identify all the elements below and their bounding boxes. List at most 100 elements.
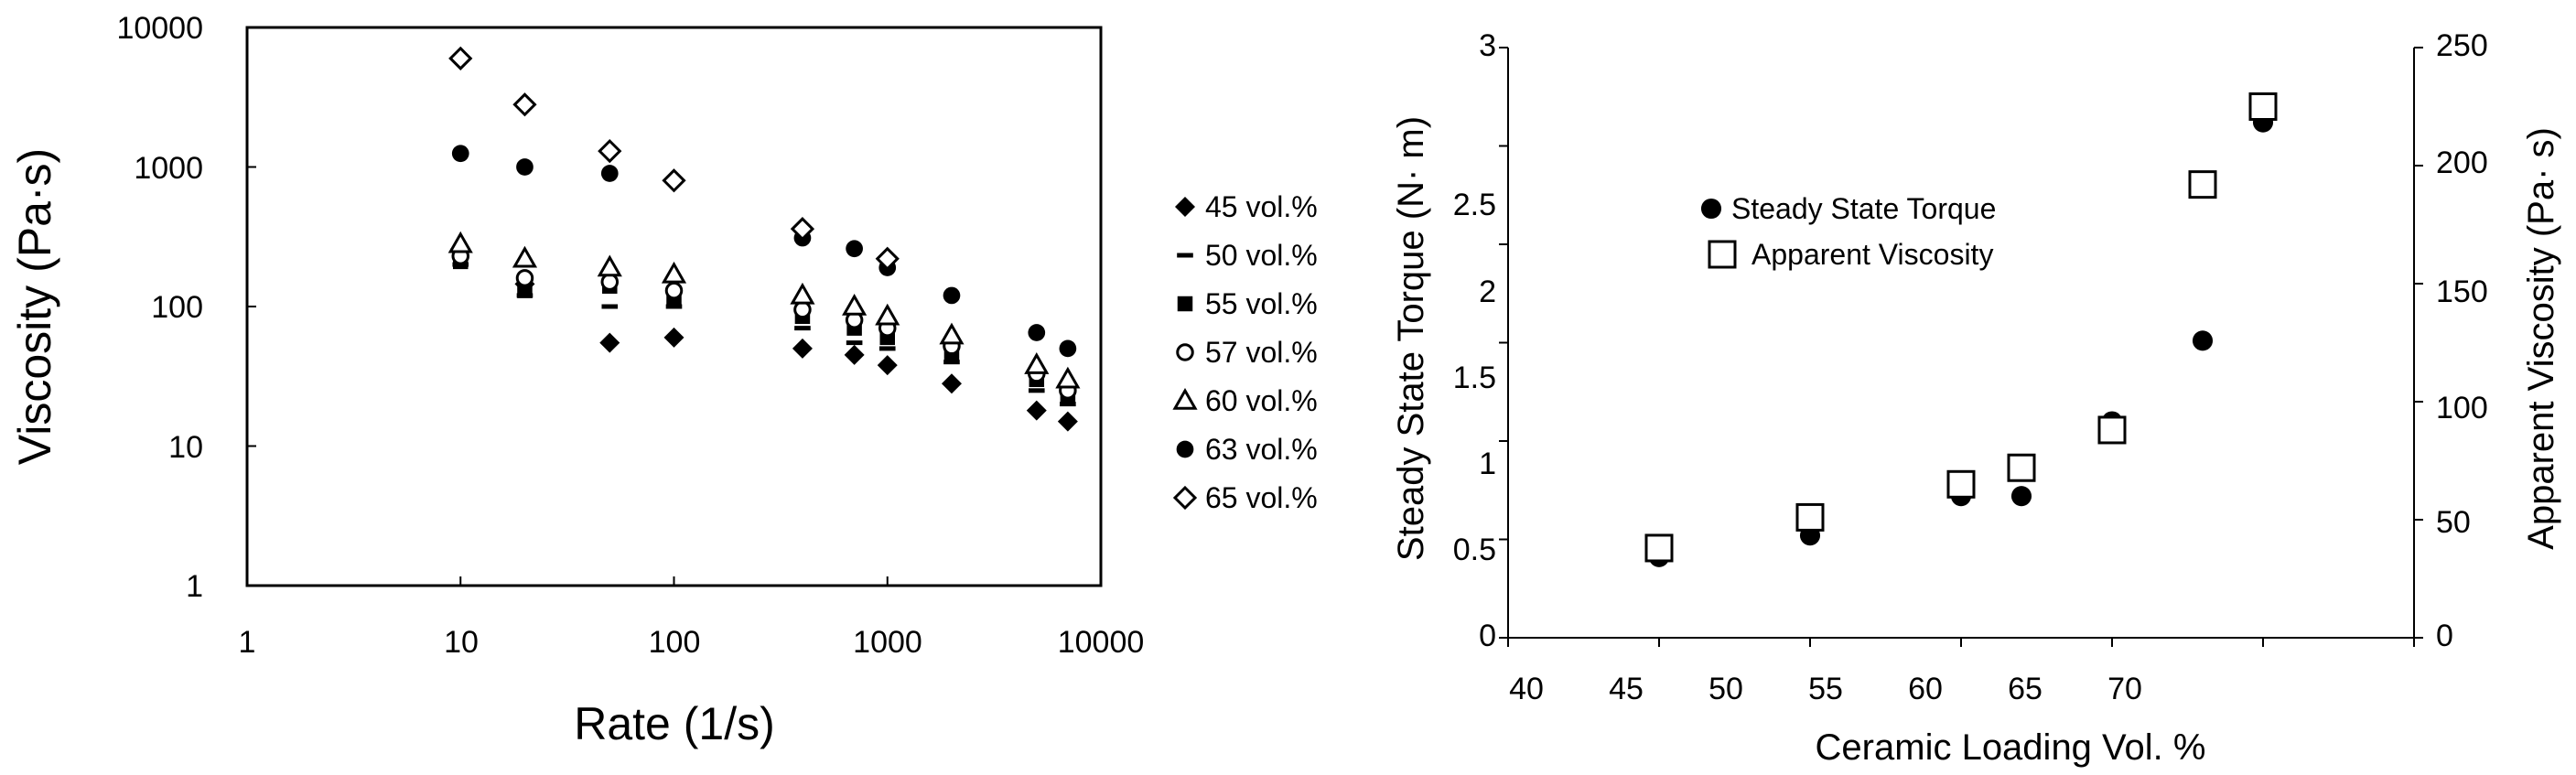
data-point	[2097, 415, 2127, 445]
data-point	[597, 254, 622, 277]
y-tick-label: 0.5	[1453, 533, 1496, 567]
data-point	[2192, 330, 2214, 351]
data-point	[842, 293, 868, 316]
legend-label: 63 vol.%	[1205, 433, 1318, 466]
data-point	[598, 139, 622, 164]
y-tick-label: 3	[1479, 28, 1496, 63]
x-tick-label: 1000	[853, 625, 922, 660]
y2-tick-label: 150	[2436, 274, 2488, 309]
viscosity-rate-chart: 10000 1000 100 10 1 1 10 100 1000 10000 …	[9, 11, 1318, 749]
data-point	[601, 304, 619, 309]
right-x-tick-labels: 40 45 50 55 60 65 70	[1509, 672, 2142, 706]
data-point	[1057, 411, 1078, 432]
legend-label: 57 vol.%	[1205, 336, 1318, 369]
data-point	[792, 338, 813, 359]
data-point	[1644, 533, 1674, 563]
data-point	[1055, 366, 1081, 389]
legend-label: 50 vol.%	[1205, 239, 1318, 272]
legend-marker	[1177, 253, 1193, 258]
right-left-y-axis-title: Steady State Torque (N· m)	[1391, 116, 1431, 561]
torque-viscosity-chart: 0 0.5 1 1.5 2 2.5 3 0 50 100 150 200 250…	[1391, 28, 2561, 768]
right-right-y-tick-labels: 0 50 100 150 200 250	[2436, 28, 2488, 653]
y2-tick-label: 200	[2436, 145, 2488, 180]
y-tick-label: 1000	[134, 151, 203, 186]
data-point	[846, 240, 863, 258]
left-y-axis-title: Viscosity (Pa·s)	[9, 148, 60, 465]
data-point	[943, 286, 961, 305]
legend-marker	[1177, 296, 1193, 312]
legend-marker	[1708, 240, 1737, 269]
data-point	[517, 283, 533, 298]
legend-marker	[1172, 387, 1198, 410]
data-point	[662, 168, 686, 193]
left-legend-markers	[1172, 197, 1198, 511]
y2-tick-label: 50	[2436, 505, 2471, 540]
legend-marker	[1176, 440, 1194, 458]
y2-tick-label: 0	[2436, 619, 2453, 653]
data-point	[664, 281, 684, 300]
data-point	[939, 322, 965, 345]
data-point	[665, 304, 683, 309]
x-tick-label: 10000	[1058, 625, 1145, 660]
data-point	[875, 246, 900, 271]
x-tick-label: 60	[1908, 672, 1943, 706]
legend-marker	[1700, 198, 1722, 220]
data-point	[1028, 388, 1045, 393]
legend-label: 55 vol.%	[1205, 287, 1318, 320]
x-tick-label: 45	[1609, 672, 1644, 706]
data-point	[512, 245, 538, 268]
data-point	[2188, 170, 2217, 199]
y-tick-label: 2	[1479, 274, 1496, 309]
right-plot-spines	[1507, 48, 2415, 639]
y-tick-label: 10	[168, 430, 203, 465]
y-tick-label: 0	[1479, 619, 1496, 653]
y-tick-label: 2.5	[1453, 188, 1496, 222]
data-point	[447, 231, 473, 253]
data-point	[448, 46, 473, 70]
data-point	[2010, 486, 2032, 507]
data-point	[2007, 453, 2036, 482]
y2-tick-label: 250	[2436, 28, 2488, 63]
left-y-tick-labels: 10000 1000 100 10 1	[116, 11, 203, 604]
right-right-y-axis-title: Apparent Viscosity (Pa· s)	[2521, 127, 2561, 550]
data-point	[844, 344, 865, 365]
right-axis-ticks	[1499, 47, 2423, 647]
data-point	[512, 92, 537, 117]
left-x-axis-title: Rate (1/s)	[574, 698, 775, 749]
legend-marker	[1175, 197, 1195, 217]
data-point	[794, 326, 811, 331]
legend-label: Steady State Torque	[1731, 192, 1996, 225]
x-tick-label: 10	[444, 625, 479, 660]
x-tick-label: 100	[649, 625, 701, 660]
data-point	[1028, 324, 1046, 341]
x-tick-label: 70	[2107, 672, 2142, 706]
data-point	[875, 303, 900, 326]
data-point	[1059, 339, 1077, 358]
data-point	[2248, 92, 2278, 121]
legend-label: 45 vol.%	[1205, 190, 1318, 223]
right-left-y-tick-labels: 0 0.5 1 1.5 2 2.5 3	[1453, 28, 1496, 653]
right-x-axis-title: Ceramic Loading Vol. %	[1816, 727, 2206, 768]
x-tick-label: 55	[1808, 672, 1843, 706]
data-point	[877, 355, 898, 376]
left-x-tick-labels: 1 10 100 1000 10000	[239, 625, 1145, 660]
data-point	[1795, 502, 1825, 532]
data-point	[878, 346, 896, 351]
x-tick-label: 50	[1708, 672, 1743, 706]
right-plot-points	[1644, 92, 2278, 567]
data-point	[661, 261, 687, 284]
data-point	[1026, 400, 1047, 421]
left-legend: 45 vol.% 50 vol.% 55 vol.% 57 vol.% 60 v…	[1172, 190, 1318, 514]
data-point	[516, 158, 534, 176]
data-point	[600, 273, 620, 291]
y-tick-label: 100	[151, 290, 203, 325]
y-tick-label: 10000	[116, 11, 203, 46]
data-point	[846, 340, 863, 346]
data-point	[1946, 469, 1976, 499]
data-point	[663, 327, 684, 348]
data-point	[600, 165, 619, 182]
right-legend-markers	[1700, 198, 1737, 269]
data-point	[941, 373, 962, 394]
y-tick-label: 1	[1479, 447, 1496, 481]
